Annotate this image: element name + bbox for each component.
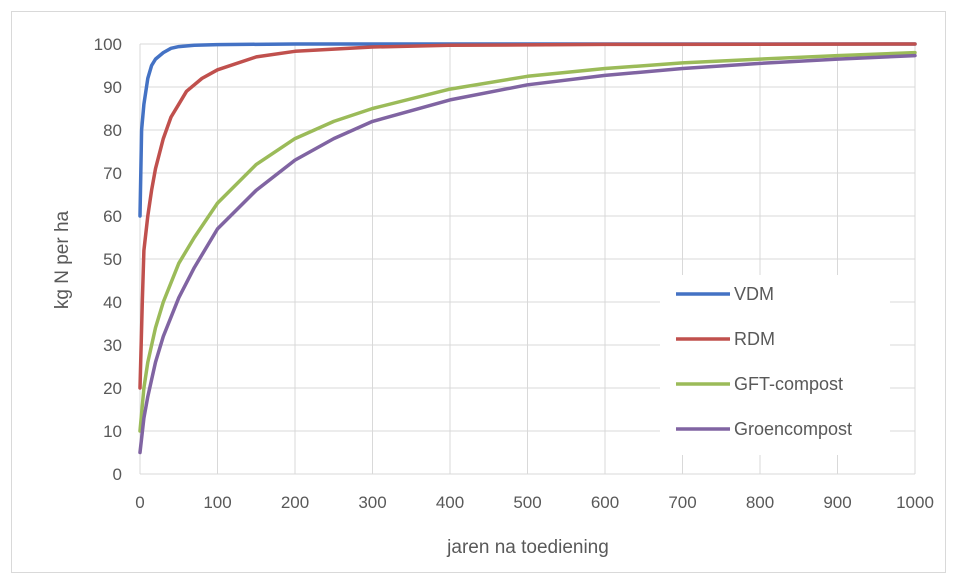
y-tick-label: 100 xyxy=(94,35,122,54)
legend-entry: Groencompost xyxy=(734,419,852,439)
series-line-groencompost xyxy=(138,53,917,455)
legend-box xyxy=(660,275,890,455)
y-tick-label: 90 xyxy=(103,78,122,97)
series-line-rdm xyxy=(138,42,917,390)
y-axis-ticks: 0 10 20 30 40 50 60 70 80 90 100 xyxy=(94,35,122,484)
x-tick-label: 1000 xyxy=(896,493,934,512)
y-tick-label: 60 xyxy=(103,207,122,226)
x-tick-label: 100 xyxy=(203,493,231,512)
x-tick-label: 800 xyxy=(746,493,774,512)
gridlines xyxy=(139,43,916,475)
legend-entry: RDM xyxy=(734,329,775,349)
y-tick-label: 80 xyxy=(103,121,122,140)
y-tick-label: 10 xyxy=(103,422,122,441)
x-tick-label: 300 xyxy=(358,493,386,512)
x-tick-label: 200 xyxy=(281,493,309,512)
x-axis-title: jaren na toediening xyxy=(446,537,609,558)
x-tick-label: 900 xyxy=(823,493,851,512)
x-axis-ticks: 0 100 200 300 400 500 600 700 800 900 1000 xyxy=(135,493,934,512)
x-tick-label: 400 xyxy=(436,493,464,512)
legend-entry: VDM xyxy=(734,284,774,304)
series-line-vdm xyxy=(138,42,917,218)
y-tick-label: 40 xyxy=(103,293,122,312)
y-tick-label: 30 xyxy=(103,336,122,355)
y-tick-label: 70 xyxy=(103,164,122,183)
series-lines xyxy=(138,42,917,455)
y-tick-label: 50 xyxy=(103,250,122,269)
legend-entry: GFT-compost xyxy=(734,374,843,394)
x-tick-label: 700 xyxy=(668,493,696,512)
y-tick-label: 0 xyxy=(113,465,122,484)
x-tick-label: 0 xyxy=(135,493,144,512)
x-tick-label: 600 xyxy=(591,493,619,512)
y-tick-label: 20 xyxy=(103,379,122,398)
series-line-gft-compost xyxy=(138,50,917,433)
legend: VDM RDM GFT-compost Groencompost xyxy=(660,275,890,455)
x-tick-label: 500 xyxy=(513,493,541,512)
y-axis-title: kg N per ha xyxy=(52,210,73,309)
